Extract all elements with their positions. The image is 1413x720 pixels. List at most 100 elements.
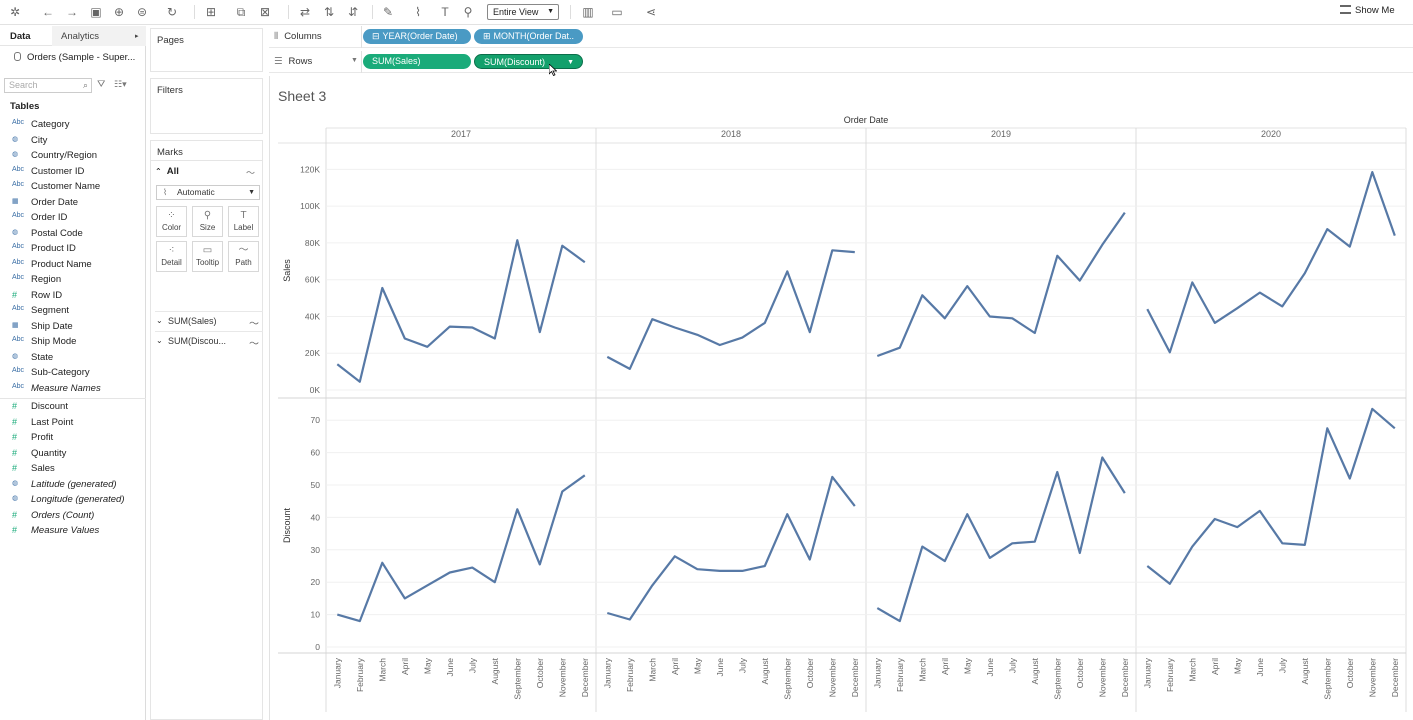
globe-icon: ◍ xyxy=(12,495,19,502)
field-item[interactable]: # Profit xyxy=(0,431,146,447)
year-header-label: 2017 xyxy=(451,129,471,139)
rows-pill-discount[interactable]: SUM(Discount) ▼ xyxy=(474,54,583,69)
columns-pill-month[interactable]: ⊞ MONTH(Order Dat.. xyxy=(474,29,583,44)
pill-dropdown-icon[interactable]: ▼ xyxy=(567,59,574,66)
filter-icon[interactable]: ⛛ xyxy=(97,79,106,90)
swap-icon[interactable]: ⇄ xyxy=(299,5,311,19)
field-item[interactable]: # Discount xyxy=(0,400,146,416)
clear-icon[interactable]: ⊠ xyxy=(259,5,271,19)
size-button[interactable]: ⚲ Size xyxy=(192,206,223,237)
forward-icon[interactable]: → xyxy=(66,5,78,19)
field-item[interactable]: Abc Measure Names xyxy=(0,382,146,398)
tab-data[interactable]: Data xyxy=(10,31,31,42)
share-icon[interactable]: ⋖ xyxy=(645,5,657,19)
search-input[interactable]: Search ⌕ xyxy=(4,78,92,93)
field-item[interactable]: ▦ Ship Date xyxy=(0,320,146,336)
back-icon[interactable]: ← xyxy=(42,5,54,19)
field-item[interactable]: Abc Category xyxy=(0,118,146,134)
field-name: Category xyxy=(31,119,70,130)
rows-pill-sales[interactable]: SUM(Sales) xyxy=(363,54,471,69)
field-item[interactable]: ◍ Country/Region xyxy=(0,149,146,165)
field-item[interactable]: Abc Product Name xyxy=(0,258,146,274)
refresh-icon[interactable]: ↻ xyxy=(166,5,178,19)
field-item[interactable]: ◍ Postal Code xyxy=(0,227,146,243)
x-tick-label: August xyxy=(1300,657,1310,684)
marks-title: Marks xyxy=(157,147,183,158)
field-item[interactable]: # Row ID xyxy=(0,289,146,305)
field-item[interactable]: Abc Region xyxy=(0,273,146,289)
x-tick-label: November xyxy=(557,658,567,697)
pin-icon[interactable]: ⚲ xyxy=(463,5,473,19)
columns-shelf[interactable]: ⦀ Columns ⊟ YEAR(Order Date) ⊞ MONTH(Order … xyxy=(269,26,1413,48)
field-item[interactable]: ◍ Latitude (generated) xyxy=(0,478,146,494)
field-item[interactable]: Abc Order ID xyxy=(0,211,146,227)
color-button[interactable]: ⁘ Color xyxy=(156,206,187,237)
label-text-icon[interactable]: T xyxy=(441,5,449,19)
y-tick-label: 70 xyxy=(311,415,321,425)
rows-shelf[interactable]: ☰ Rows ▼ SUM(Sales) SUM(Discount) ▼ xyxy=(269,51,1413,73)
field-item[interactable]: ◍ City xyxy=(0,134,146,150)
field-name: Ship Mode xyxy=(31,336,77,347)
tab-analytics[interactable]: Analytics xyxy=(61,31,100,42)
x-tick-label: December xyxy=(1120,658,1130,697)
sort-desc-icon[interactable]: ⇵ xyxy=(347,5,359,19)
field-item[interactable]: # Measure Values xyxy=(0,524,146,540)
sort-asc-icon[interactable]: ⇅ xyxy=(323,5,335,19)
datasource-icon[interactable]: ⊜ xyxy=(136,5,148,19)
year-header-label: 2018 xyxy=(721,129,741,139)
show-cards-icon[interactable]: ▥ xyxy=(582,5,594,19)
path-button[interactable]: 〜 Path xyxy=(228,241,259,272)
marks-sales-row[interactable]: ⌄ SUM(Sales) 〜 xyxy=(155,311,263,330)
field-name: Last Point xyxy=(31,416,74,428)
field-item[interactable]: Abc Customer ID xyxy=(0,165,146,181)
field-item[interactable]: ◍ Longitude (generated) xyxy=(0,493,146,509)
detail-button[interactable]: ⁖ Detail xyxy=(156,241,187,272)
new-datasource-icon[interactable]: ⊕ xyxy=(113,5,125,19)
field-item[interactable]: Abc Customer Name xyxy=(0,180,146,196)
field-item[interactable]: # Sales xyxy=(0,462,146,478)
field-item[interactable]: ◍ State xyxy=(0,351,146,367)
rows-icon: ☰ xyxy=(274,56,283,67)
show-me-button[interactable]: Show Me xyxy=(1340,5,1395,16)
field-item[interactable]: # Orders (Count) xyxy=(0,509,146,525)
group-icon[interactable]: ⌇ xyxy=(415,5,421,19)
field-item[interactable]: Abc Sub-Category xyxy=(0,366,146,382)
marks-all-row[interactable]: ⌃ All xyxy=(155,166,179,177)
line-mark-icon: 〜 xyxy=(249,319,259,330)
x-tick-label: July xyxy=(467,657,477,673)
marks-discount-row[interactable]: ⌄ SUM(Discou... 〜 xyxy=(155,331,263,350)
field-item[interactable]: # Quantity xyxy=(0,447,146,463)
calendar-icon: ▦ xyxy=(12,197,19,205)
series-line-discount-2019 xyxy=(876,456,1126,623)
presentation-icon[interactable]: ▭ xyxy=(611,5,623,19)
field-name: Latitude (generated) xyxy=(31,478,117,490)
series-line-discount-2020 xyxy=(1146,407,1396,585)
duplicate-icon[interactable]: ⧉ xyxy=(236,5,246,19)
sheet-title[interactable]: Sheet 3 xyxy=(278,88,327,104)
rows-dropdown-icon[interactable]: ▼ xyxy=(351,57,358,64)
x-tick-label: February xyxy=(1165,657,1175,692)
string-icon: Abc xyxy=(12,119,25,126)
fit-view-select[interactable]: Entire View ▼ xyxy=(487,4,559,20)
tooltip-button[interactable]: ▭ Tooltip xyxy=(192,241,223,272)
mark-type-select[interactable]: ⌇ Automatic ▼ xyxy=(156,185,260,200)
view-options-icon[interactable]: ☷▾ xyxy=(114,79,127,89)
new-worksheet-icon[interactable]: ⊞ xyxy=(205,5,217,19)
pane-menu-icon[interactable]: ▸ xyxy=(135,33,139,40)
columns-pill-year[interactable]: ⊟ YEAR(Order Date) xyxy=(363,29,471,44)
y-tick-label: 0 xyxy=(315,642,320,652)
filters-card[interactable]: Filters xyxy=(150,78,263,134)
line-chart[interactable]: Order Date 2017 2018 2019 2020 0K 20K 40K 60K 80K… xyxy=(270,76,1413,720)
field-item[interactable]: Abc Ship Mode xyxy=(0,335,146,351)
label-button[interactable]: T Label xyxy=(228,206,259,237)
field-item[interactable]: ▦ Order Date xyxy=(0,196,146,212)
highlight-icon[interactable]: ✎ xyxy=(382,5,394,19)
string-icon: Abc xyxy=(12,382,25,390)
datasource-item[interactable]: Orders (Sample - Super... xyxy=(14,52,135,63)
field-item[interactable]: Abc Segment xyxy=(0,304,146,320)
save-icon[interactable]: ▣ xyxy=(90,5,102,19)
field-item[interactable]: # Last Point xyxy=(0,416,146,432)
tableau-logo-icon[interactable]: ✲ xyxy=(9,5,21,19)
pages-card[interactable]: Pages xyxy=(150,28,263,72)
field-item[interactable]: Abc Product ID xyxy=(0,242,146,258)
